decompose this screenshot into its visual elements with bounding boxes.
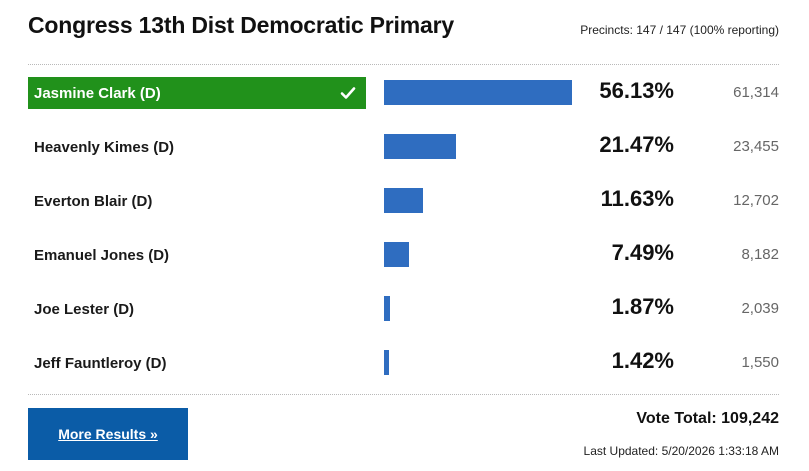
candidate-name: Joe Lester (D)	[34, 300, 135, 318]
candidate-row: Joe Lester (D) 1.87% 2,039	[28, 282, 779, 336]
vote-count: 61,314	[733, 84, 779, 101]
vote-total: Vote Total: 109,242	[636, 410, 779, 427]
checkmark-icon	[340, 87, 356, 99]
candidate-name-cell: Jasmine Clark (D)	[28, 77, 366, 109]
more-results-button[interactable]: More Results »	[28, 408, 188, 460]
candidate-row: Jeff Fauntleroy (D) 1.42% 1,550	[28, 336, 779, 390]
candidate-name: Jeff Fauntleroy (D)	[34, 354, 167, 372]
candidate-row: Everton Blair (D) 11.63% 12,702	[28, 174, 779, 228]
candidate-name-cell: Everton Blair (D)	[28, 185, 366, 217]
vote-percent: 21.47%	[599, 132, 674, 157]
vote-percent: 1.42%	[611, 348, 674, 373]
vote-percent: 1.87%	[611, 294, 674, 319]
candidate-name: Heavenly Kimes (D)	[34, 138, 175, 156]
vote-percent: 7.49%	[611, 240, 674, 265]
last-updated: Last Updated: 5/20/2026 1:33:18 AM	[583, 444, 779, 458]
vote-bar	[384, 134, 456, 159]
vote-bar-track	[384, 188, 572, 213]
candidate-name-cell: Jeff Fauntleroy (D)	[28, 347, 366, 379]
vote-count: 12,702	[733, 192, 779, 209]
results-header: Congress 13th Dist Democratic Primary Pr…	[28, 12, 779, 42]
vote-bar-track	[384, 350, 572, 375]
vote-percent: 56.13%	[599, 78, 674, 103]
vote-bar-track	[384, 134, 572, 159]
vote-bar	[384, 80, 572, 105]
candidate-name: Everton Blair (D)	[34, 192, 153, 210]
vote-percent: 11.63%	[600, 186, 674, 211]
vote-bar	[384, 188, 423, 213]
vote-bar-track	[384, 80, 572, 105]
vote-bar	[384, 350, 389, 375]
vote-bar-track	[384, 242, 572, 267]
vote-count: 1,550	[741, 354, 779, 371]
vote-bar-track	[384, 296, 572, 321]
candidate-list: Jasmine Clark (D) 56.13% 61,314 Heavenly Ki…	[28, 66, 779, 390]
candidate-name: Jasmine Clark (D)	[34, 84, 161, 102]
divider-bottom	[28, 394, 779, 395]
candidate-row: Emanuel Jones (D) 7.49% 8,182	[28, 228, 779, 282]
divider-top	[28, 64, 779, 65]
vote-count: 2,039	[741, 300, 779, 317]
candidate-name: Emanuel Jones (D)	[34, 246, 170, 264]
more-results-label: More Results »	[58, 426, 158, 442]
candidate-name-cell: Emanuel Jones (D)	[28, 239, 366, 271]
candidate-row: Heavenly Kimes (D) 21.47% 23,455	[28, 120, 779, 174]
candidate-row: Jasmine Clark (D) 56.13% 61,314	[28, 66, 779, 120]
vote-count: 8,182	[741, 246, 779, 263]
precincts-reporting: Precincts: 147 / 147 (100% reporting)	[580, 23, 779, 37]
vote-bar	[384, 242, 410, 267]
vote-bar	[384, 296, 391, 321]
vote-count: 23,455	[733, 138, 779, 155]
race-title: Congress 13th Dist Democratic Primary	[28, 12, 454, 38]
candidate-name-cell: Heavenly Kimes (D)	[28, 131, 366, 163]
candidate-name-cell: Joe Lester (D)	[28, 293, 366, 325]
